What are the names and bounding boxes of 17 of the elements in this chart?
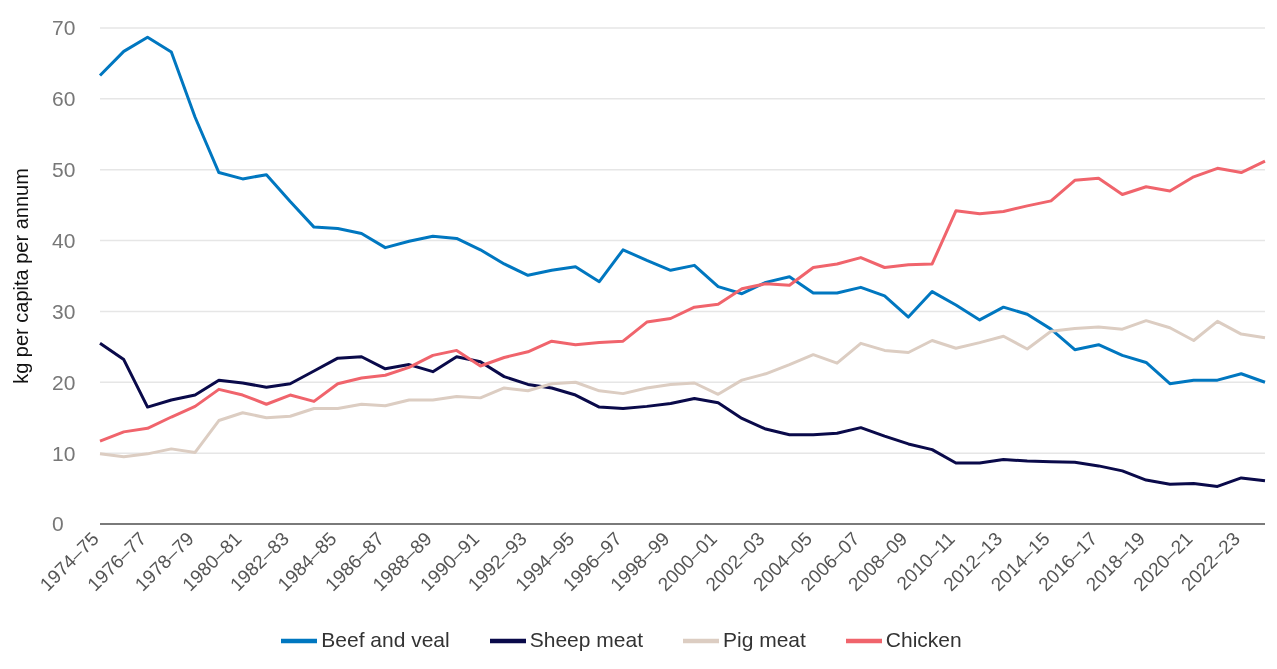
legend-label: Sheep meat bbox=[529, 627, 643, 651]
line-series bbox=[98, 159, 1267, 443]
legend-label: Beef and veal bbox=[321, 627, 450, 651]
y-tick-label: 20 bbox=[52, 370, 76, 394]
line-series bbox=[98, 319, 1267, 459]
y-tick-label: 40 bbox=[52, 229, 76, 253]
y-tick-label: 60 bbox=[52, 87, 76, 111]
legend-label: Pig meat bbox=[722, 627, 806, 651]
y-axis-title: kg per capita per annum bbox=[10, 168, 33, 384]
legend-label: Chicken bbox=[885, 627, 962, 651]
y-tick-label: 10 bbox=[52, 441, 76, 465]
y-tick-label: 50 bbox=[52, 158, 76, 182]
line-series bbox=[98, 341, 1267, 488]
y-tick-label: 70 bbox=[52, 16, 76, 40]
line-series bbox=[98, 35, 1267, 386]
y-tick-label: 0 bbox=[52, 512, 64, 536]
y-tick-label: 30 bbox=[52, 299, 76, 323]
